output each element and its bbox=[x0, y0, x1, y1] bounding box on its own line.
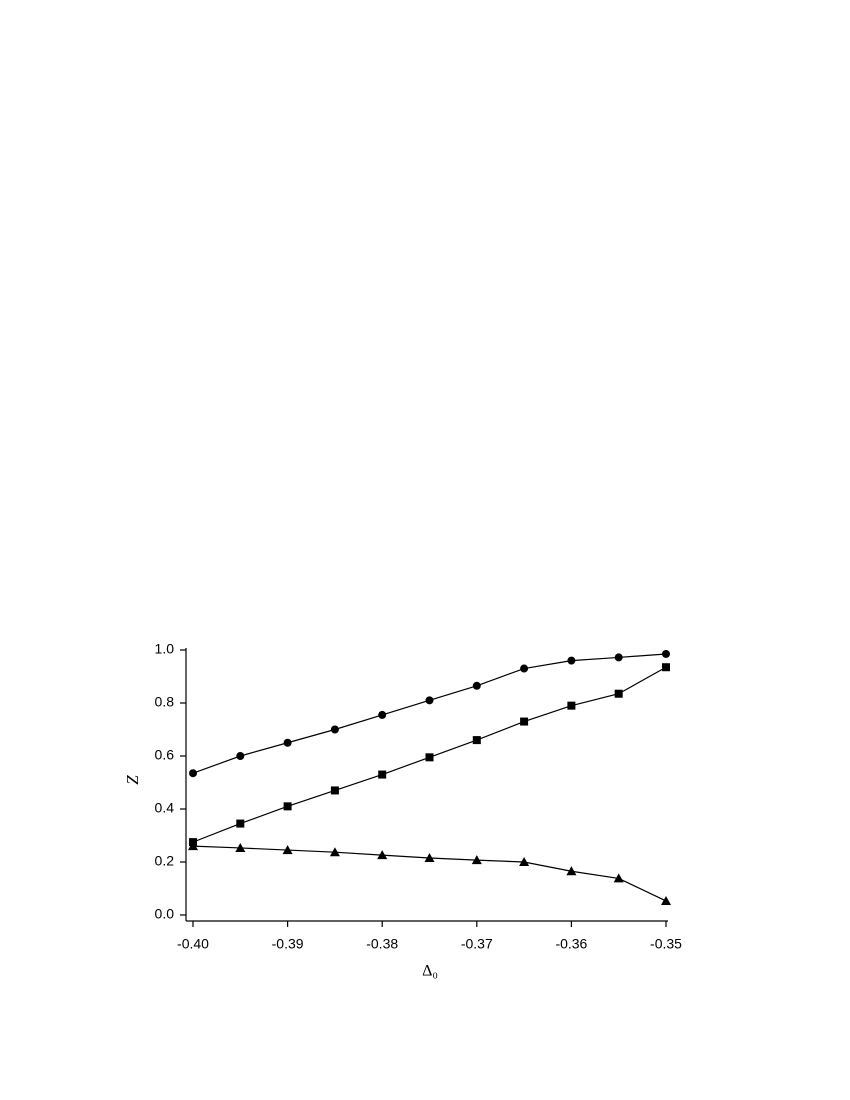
x-tick-label: -0.39 bbox=[272, 936, 304, 952]
point bbox=[236, 752, 245, 760]
x-tick-label: -0.40 bbox=[177, 936, 209, 952]
point bbox=[283, 802, 292, 811]
point bbox=[519, 857, 530, 866]
x-tick-label: -0.36 bbox=[555, 936, 587, 952]
point bbox=[472, 681, 481, 690]
point bbox=[236, 819, 245, 828]
y-tick-label: 1.0 bbox=[155, 641, 175, 657]
point bbox=[378, 710, 387, 719]
point bbox=[471, 855, 482, 865]
y-tick-label: 0.2 bbox=[155, 853, 175, 869]
point bbox=[188, 841, 198, 851]
point bbox=[661, 895, 671, 905]
point bbox=[283, 738, 292, 747]
y-tick-label: 0.8 bbox=[155, 694, 175, 710]
point bbox=[425, 753, 434, 762]
point bbox=[614, 689, 623, 698]
point bbox=[235, 842, 246, 852]
y-tick-label: 0.0 bbox=[155, 906, 175, 922]
point bbox=[472, 736, 481, 745]
point bbox=[520, 717, 529, 726]
point bbox=[520, 664, 529, 673]
point bbox=[662, 649, 670, 658]
point bbox=[378, 770, 387, 779]
point bbox=[189, 769, 197, 778]
y-axis-label: Z bbox=[123, 775, 142, 785]
x-tick-label: -0.38 bbox=[366, 936, 398, 952]
point bbox=[613, 873, 624, 883]
point bbox=[566, 866, 577, 876]
x-axis-label: Δ₀ bbox=[422, 963, 438, 980]
y-tick-label: 0.4 bbox=[155, 800, 175, 816]
point bbox=[377, 850, 388, 860]
point bbox=[662, 663, 670, 672]
point bbox=[614, 653, 623, 662]
point bbox=[567, 701, 576, 710]
x-tick-label: -0.37 bbox=[461, 936, 493, 952]
point bbox=[567, 656, 576, 665]
x-tick-label: -0.35 bbox=[650, 936, 682, 952]
point bbox=[424, 853, 435, 863]
point bbox=[282, 845, 293, 855]
point bbox=[330, 786, 339, 795]
point bbox=[330, 725, 339, 734]
y-tick-label: 0.6 bbox=[155, 747, 175, 763]
point bbox=[425, 696, 434, 705]
point bbox=[329, 847, 340, 857]
